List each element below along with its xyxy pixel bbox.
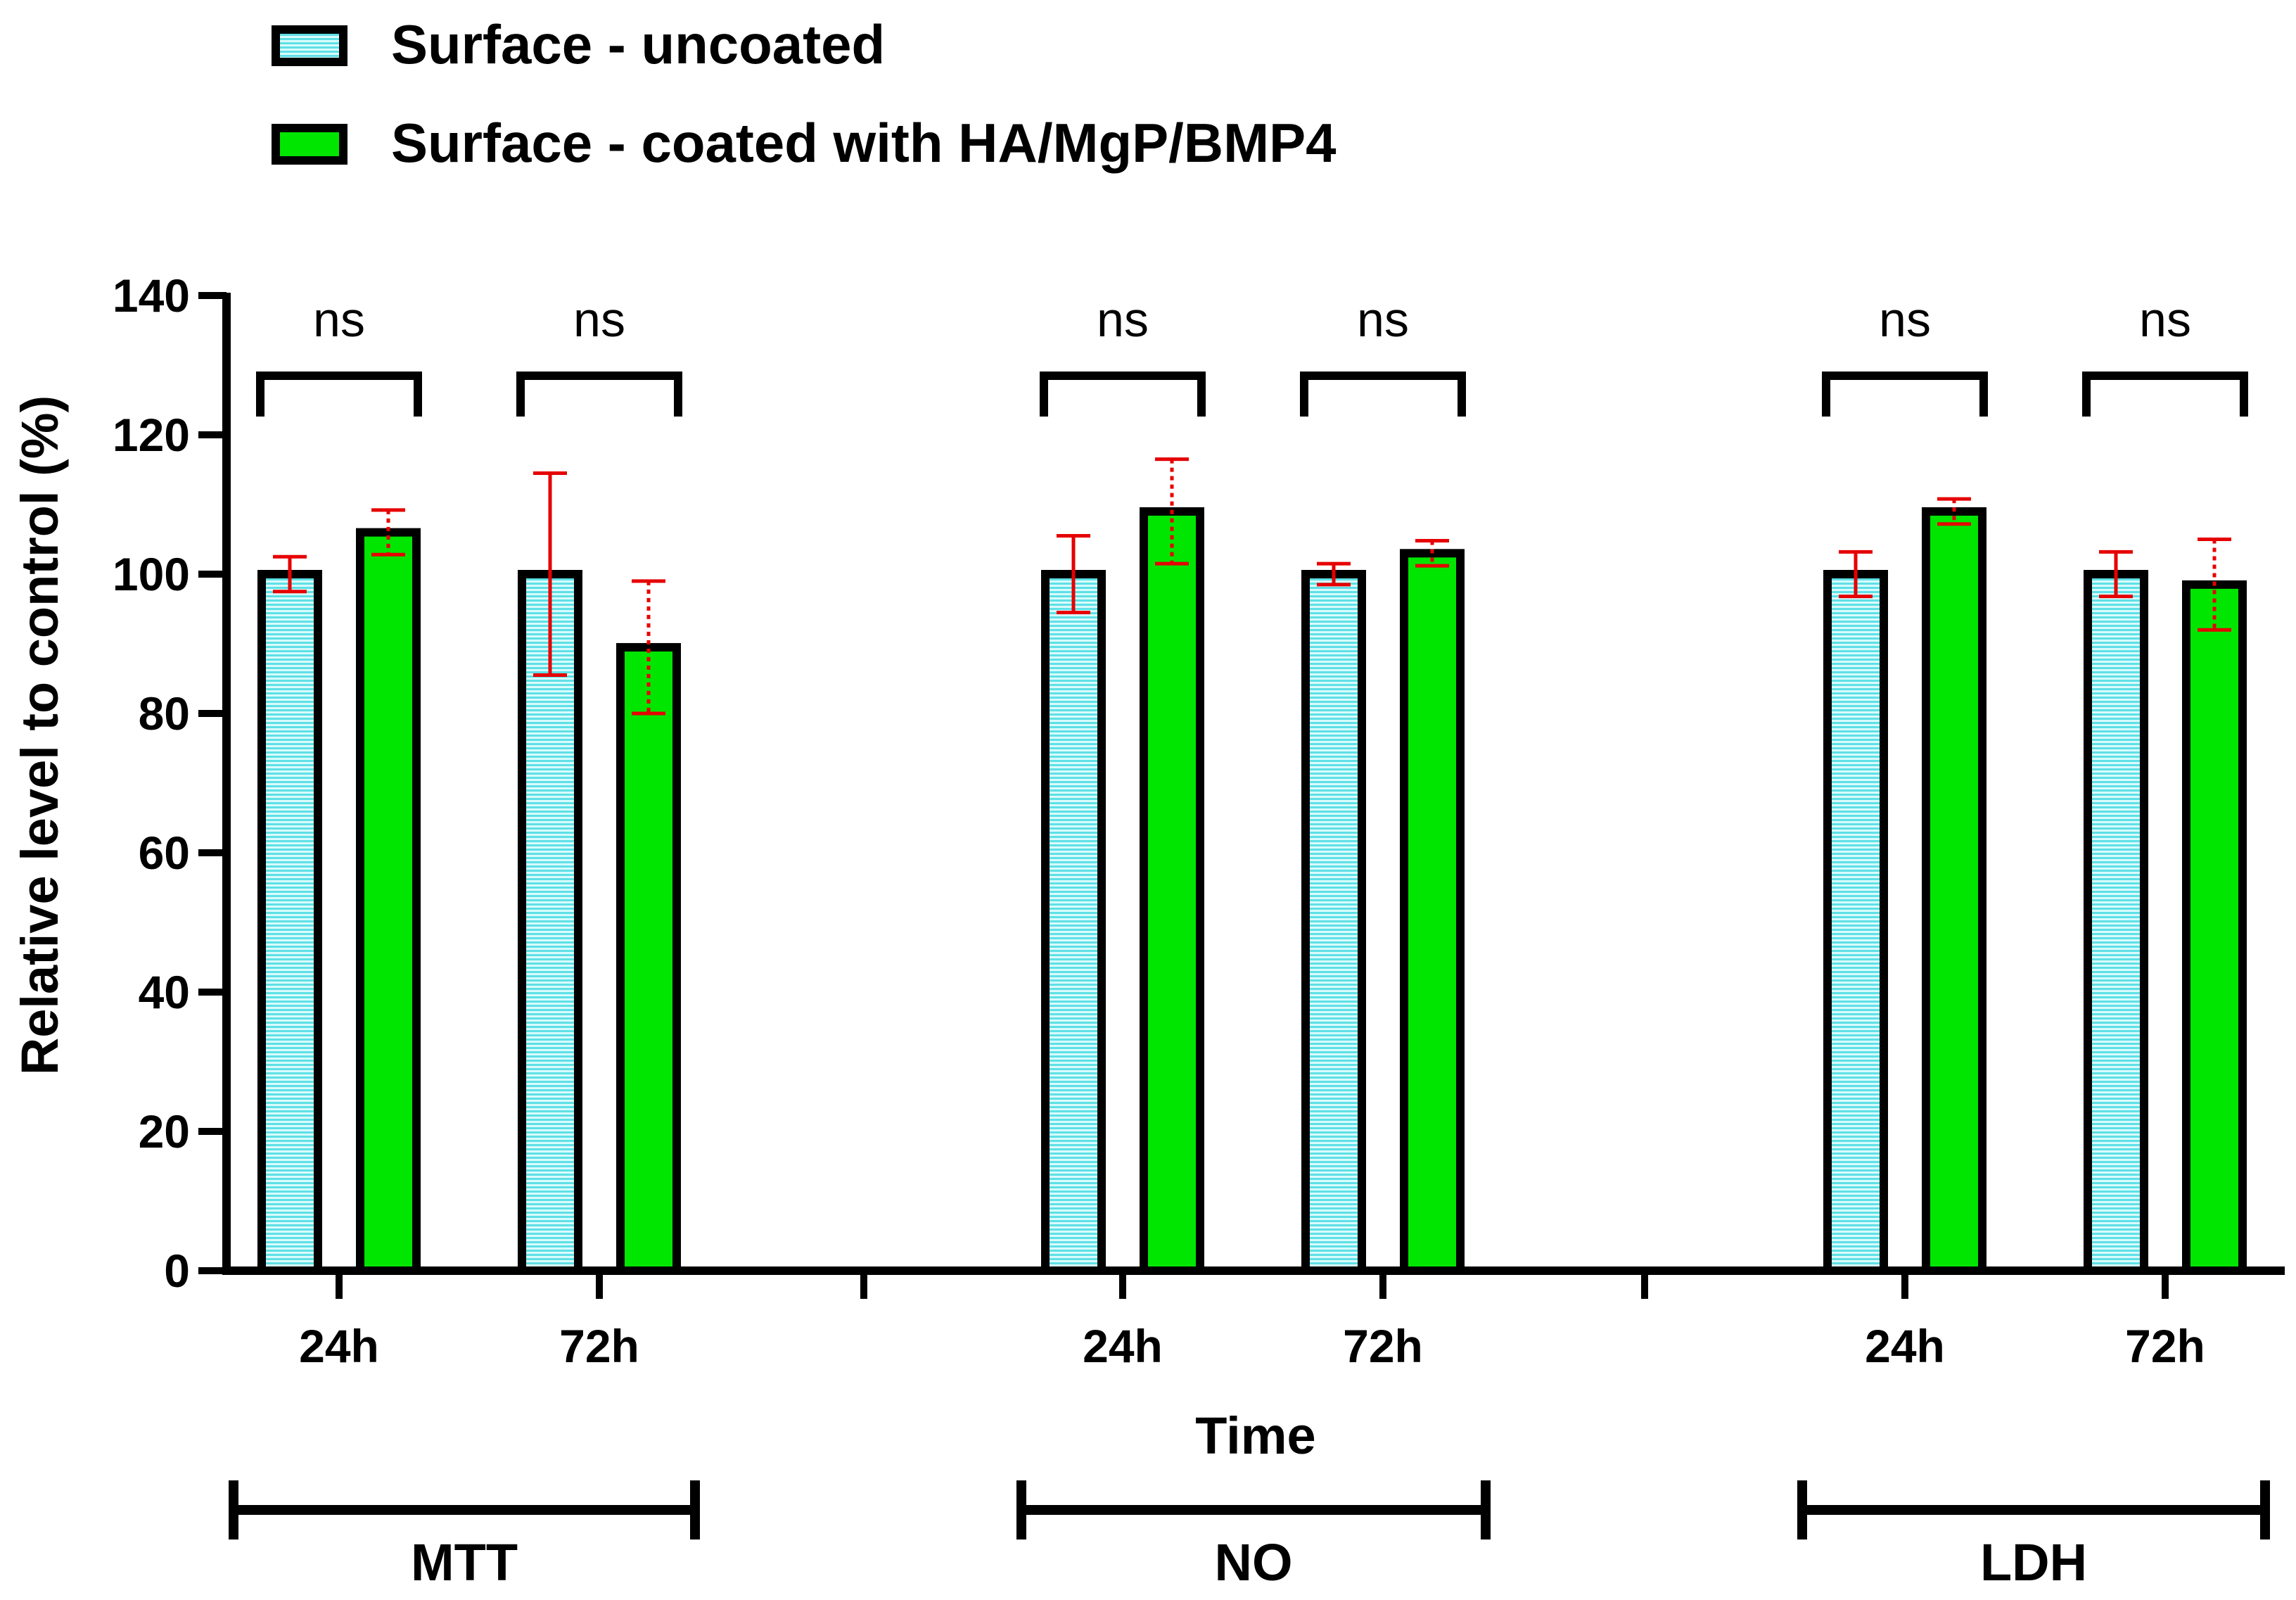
legend-swatch-uncoated bbox=[272, 25, 347, 66]
bar-coated bbox=[1140, 507, 1204, 1275]
group-label: LDH bbox=[1980, 1533, 2087, 1592]
bar-coated bbox=[1400, 549, 1465, 1275]
significance-label: ns bbox=[1879, 292, 1931, 347]
legend-label-coated: Surface - coated with HA/MgP/BMP4 bbox=[391, 112, 1337, 174]
significance-bracket bbox=[1040, 372, 1206, 417]
x-tick-label: 24h bbox=[1865, 1320, 1945, 1372]
significance-label: ns bbox=[313, 292, 365, 347]
error-bars bbox=[273, 457, 2231, 716]
bar-uncoated bbox=[518, 570, 582, 1275]
x-tick-label: 72h bbox=[2125, 1320, 2205, 1372]
bar-uncoated bbox=[2084, 570, 2148, 1275]
bar-uncoated bbox=[1041, 570, 1106, 1275]
bar-uncoated bbox=[257, 570, 322, 1275]
group-brackets: MTT NO LDH bbox=[229, 1480, 2270, 1592]
significance-label: ns bbox=[2139, 292, 2191, 347]
bar-uncoated bbox=[1823, 570, 1888, 1275]
significance-bracket bbox=[1300, 372, 1466, 417]
significance-bracket bbox=[516, 372, 682, 417]
significance-bracket bbox=[256, 372, 422, 417]
y-tick-label: 40 bbox=[139, 966, 190, 1018]
y-axis: 0 20 40 60 80 100 120 140 bbox=[113, 269, 231, 1297]
y-tick-label: 20 bbox=[139, 1105, 190, 1157]
y-tick-label: 0 bbox=[164, 1245, 190, 1297]
bars bbox=[257, 507, 2247, 1275]
y-tick-label: 80 bbox=[139, 687, 190, 739]
group-label: NO bbox=[1215, 1533, 1293, 1592]
legend-label-uncoated: Surface - uncoated bbox=[391, 13, 885, 75]
x-tick-label: 72h bbox=[559, 1320, 639, 1372]
bar-coated bbox=[1922, 507, 1986, 1275]
significance-label: ns bbox=[1097, 292, 1149, 347]
significance-bracket bbox=[1822, 372, 1988, 417]
x-tick-label: 24h bbox=[1083, 1320, 1163, 1372]
y-tick-label: 60 bbox=[139, 827, 190, 879]
significance-bracket bbox=[2082, 372, 2248, 417]
y-tick-label: 120 bbox=[113, 409, 190, 461]
significance-brackets: ns ns ns ns ns ns bbox=[256, 292, 2248, 417]
y-tick-label: 140 bbox=[113, 269, 190, 322]
bar-coated bbox=[616, 642, 681, 1275]
x-tick-label: 24h bbox=[299, 1320, 379, 1372]
x-axis: 24h 72h 24h 72h 24h 72h bbox=[222, 1266, 2285, 1372]
legend: Surface - uncoated Surface - coated with… bbox=[272, 13, 1337, 174]
y-tick-label: 100 bbox=[113, 548, 190, 600]
bar-uncoated bbox=[1301, 570, 1366, 1275]
x-axis-title: Time bbox=[1195, 1407, 1315, 1465]
bar-coated bbox=[356, 528, 421, 1275]
significance-label: ns bbox=[573, 292, 625, 347]
group-label: MTT bbox=[411, 1533, 518, 1592]
bar-coated bbox=[2182, 580, 2247, 1275]
legend-swatch-coated bbox=[272, 124, 347, 165]
x-tick-label: 72h bbox=[1343, 1320, 1423, 1372]
y-axis-title: Relative level to control (%) bbox=[11, 395, 69, 1075]
significance-label: ns bbox=[1357, 292, 1409, 347]
